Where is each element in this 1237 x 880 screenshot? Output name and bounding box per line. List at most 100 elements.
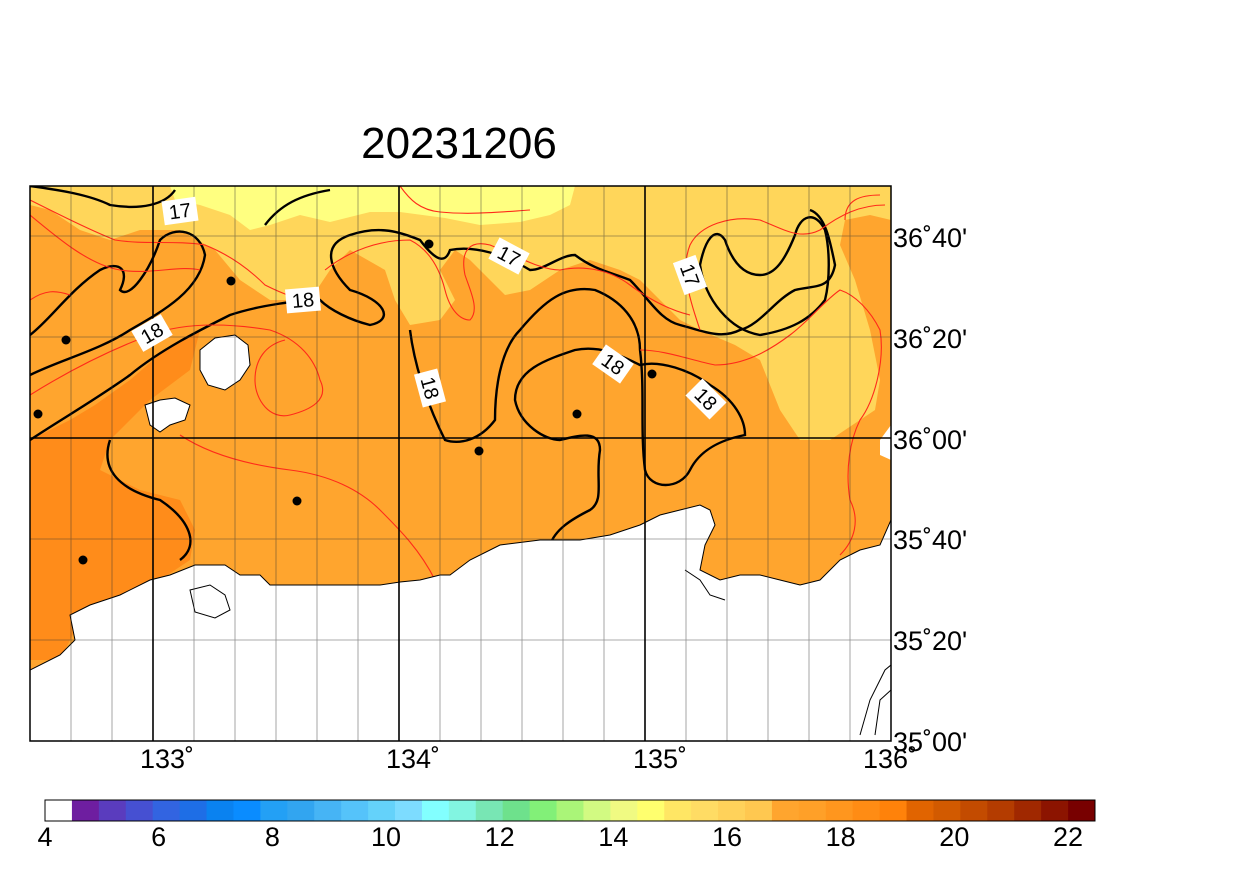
contour-label: 18: [131, 314, 173, 352]
colorbar-swatch: [906, 800, 934, 821]
colorbar-swatch: [206, 800, 234, 821]
contour-label-bg: [488, 237, 530, 275]
colorbar-swatch: [556, 800, 584, 821]
contour-label-text: 18: [291, 289, 315, 313]
station-marker: [424, 239, 434, 249]
colorbar-swatch: [421, 800, 450, 821]
colorbar-tick-label: 20: [939, 822, 969, 852]
lat-axis: 36˚40' 36˚20' 36˚00' 35˚40' 35˚20' 35˚00': [893, 223, 967, 757]
lat-tick-label: 36˚00': [893, 425, 967, 455]
contour-label-bg: [414, 368, 446, 408]
colorbar-swatch: [529, 800, 558, 821]
land-oki-dozen: [145, 398, 190, 432]
station-marker: [292, 496, 302, 506]
colorbar-swatch: [852, 800, 881, 821]
colorbar-swatch: [1014, 800, 1042, 821]
colorbar-swatch: [987, 800, 1015, 821]
colorbar-tick-label: 4: [37, 822, 52, 852]
contour-label-text: 17: [168, 200, 193, 225]
sea-band-17: [30, 186, 891, 440]
lat-tick-label: 35˚40': [893, 525, 967, 555]
colorbar-swatch: [395, 800, 423, 821]
contour-label: 17: [161, 196, 199, 226]
lon-tick-label: 136˚: [863, 744, 917, 774]
colorbar-swatch: [1041, 800, 1069, 821]
coastline: [30, 334, 891, 736]
colorbar-swatch: [475, 800, 504, 821]
lon-tick-label: 134˚: [386, 744, 440, 774]
land-honshu: [30, 505, 891, 741]
colorbar-swatch: [664, 800, 692, 821]
contour-label-bg: [285, 286, 321, 314]
colorbar-swatch: [125, 800, 154, 821]
station-marker: [474, 446, 484, 456]
lat-tick-label: 35˚00': [893, 727, 967, 757]
colorbar-swatch: [368, 800, 396, 821]
contour-label: 18: [285, 286, 321, 314]
contour-label-bg: [131, 314, 173, 352]
colorbar-tick-label: 10: [371, 822, 401, 852]
colorbar-swatch: [798, 800, 827, 821]
colorbar-swatch: [152, 800, 181, 821]
lon-axis: 133˚ 134˚ 135˚ 136˚: [140, 744, 917, 774]
contour-label-bg: [592, 344, 634, 384]
colorbar-swatch: [341, 800, 369, 821]
colorbar-tick-label: 8: [265, 822, 280, 852]
colorbar: 4 6 8 10 12 14 16 18 20 22: [37, 799, 1096, 852]
colorbar-tick-label: 12: [485, 822, 515, 852]
colorbar-swatch: [960, 800, 988, 821]
station-marker: [61, 335, 71, 345]
colorbar-swatch: [1068, 800, 1096, 821]
station-marker: [572, 409, 582, 419]
colorbar-swatch: [71, 800, 100, 821]
map-frame: [29, 185, 892, 742]
lat-tick-label: 36˚40': [893, 223, 967, 253]
colorbar-swatch: [825, 800, 854, 821]
lon-tick-label: 135˚: [633, 744, 687, 774]
contours-major: [30, 186, 837, 561]
colorbar-swatch: [879, 800, 908, 821]
colorbar-tick-label: 6: [151, 822, 166, 852]
land-patch: [120, 600, 162, 622]
colorbar-swatch: [933, 800, 961, 821]
lon-tick-label: 133˚: [140, 744, 194, 774]
contour-label-bg: [672, 254, 708, 296]
colorbar-swatch: [179, 800, 208, 821]
lat-tick-label: 36˚20': [893, 324, 967, 354]
colorbar-swatch: [745, 800, 773, 821]
colorbar-swatch: [314, 800, 342, 821]
grid-major: [30, 186, 891, 741]
colorbar-tick-label: 16: [712, 822, 742, 852]
contour-label-bg: [161, 196, 199, 226]
contour-label-bg: [685, 378, 727, 420]
stations: [33, 239, 657, 565]
station-marker: [78, 555, 88, 565]
station-marker: [226, 276, 236, 286]
land-oki-dogo: [200, 335, 250, 390]
contour-label: 18: [414, 368, 446, 408]
station-marker: [33, 409, 43, 419]
colorbar-swatch: [260, 800, 288, 821]
colorbar-swatch: [287, 800, 315, 821]
colorbar-swatch: [610, 800, 638, 821]
grid-minor: [30, 186, 891, 741]
colorbar-swatch: [502, 800, 531, 821]
colorbar-swatch: [718, 800, 746, 821]
sea-band-17-east: [690, 215, 780, 320]
sea-band-19: [30, 330, 200, 660]
colorbar-swatch: [771, 800, 800, 821]
station-marker: [647, 369, 657, 379]
colorbar-swatch: [448, 800, 477, 821]
colorbar-tick-label: 22: [1053, 822, 1083, 852]
colorbar-frame: [44, 799, 1096, 822]
colorbar-swatch: [637, 800, 665, 821]
lat-tick-label: 35˚20': [893, 626, 967, 656]
colorbar-swatch: [233, 800, 261, 821]
map-title: 20231206: [361, 119, 557, 168]
land-east-peninsula: [880, 425, 891, 460]
colorbar-tick-label: 14: [598, 822, 628, 852]
